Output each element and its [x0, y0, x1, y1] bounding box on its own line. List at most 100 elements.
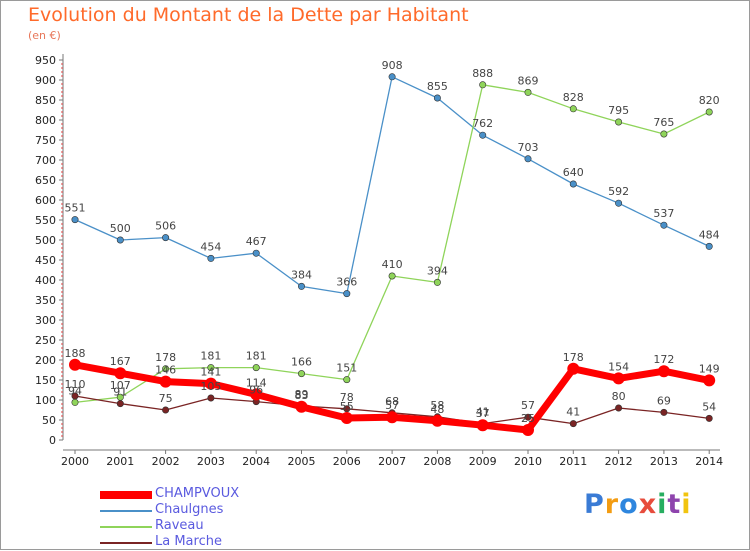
x-tick-label: 2010 — [514, 455, 542, 468]
y-tick-label: 750 — [35, 134, 56, 147]
data-point-champvoux — [204, 377, 217, 390]
data-label-chaulgnes: 537 — [653, 207, 674, 220]
x-tick-label: 2014 — [695, 455, 723, 468]
data-point-raveau — [479, 81, 487, 89]
data-point-chaulgnes — [343, 290, 351, 298]
data-label-raveau: 410 — [382, 258, 403, 271]
data-label-champvoux: 149 — [699, 362, 720, 375]
data-label-la-marche: 69 — [657, 394, 671, 407]
data-point-raveau — [343, 376, 351, 384]
data-label-chaulgnes: 506 — [155, 220, 176, 233]
y-tick-label: 950 — [35, 54, 56, 67]
data-point-champvoux — [567, 362, 580, 375]
y-tick-label: 400 — [35, 274, 56, 287]
data-label-champvoux: 114 — [246, 376, 267, 389]
y-tick-label: 200 — [35, 354, 56, 367]
data-label-la-marche: 41 — [476, 406, 490, 419]
data-point-chaulgnes — [252, 249, 260, 257]
data-label-champvoux: 25 — [521, 412, 535, 425]
data-label-la-marche: 41 — [566, 406, 580, 419]
data-point-raveau — [524, 88, 532, 96]
data-label-raveau: 178 — [155, 351, 176, 364]
data-label-raveau: 151 — [336, 362, 357, 375]
data-label-raveau: 394 — [427, 264, 448, 277]
y-tick-label: 600 — [35, 194, 56, 207]
x-tick-label: 2009 — [469, 455, 497, 468]
data-label-chaulgnes: 551 — [65, 202, 86, 215]
legend-swatch — [100, 510, 152, 512]
data-point-champvoux — [250, 388, 263, 401]
data-point-chaulgnes — [162, 234, 170, 242]
axes: 0 50 100 150 200 250 300 350 400 450 500 550 600 650 7… — [35, 54, 723, 468]
data-label-raveau: 94 — [68, 384, 82, 397]
brand-letter: x — [638, 489, 658, 520]
data-label-raveau: 765 — [653, 116, 674, 129]
data-point-champvoux — [703, 374, 716, 387]
data-label-chaulgnes: 855 — [427, 80, 448, 93]
series-lines — [69, 73, 716, 436]
data-label-chaulgnes: 762 — [472, 117, 493, 130]
data-label-champvoux: 48 — [430, 403, 444, 416]
data-point-chaulgnes — [660, 221, 668, 229]
brand-letter: i — [657, 489, 668, 520]
legend-label: CHAMPVOUX — [155, 486, 240, 501]
data-label-la-marche: 78 — [340, 391, 354, 404]
data-label-chaulgnes: 500 — [110, 222, 131, 235]
brand-letter: r — [604, 489, 620, 520]
data-label-champvoux: 188 — [65, 347, 86, 360]
data-point-raveau — [207, 364, 215, 372]
data-point-la-marche — [524, 413, 532, 421]
data-label-raveau: 166 — [291, 356, 312, 369]
chart-title: Evolution du Montant de la Dette par Hab… — [28, 4, 469, 26]
y-tick-label: 450 — [35, 254, 56, 267]
data-point-raveau — [705, 108, 713, 116]
data-point-champvoux — [657, 365, 670, 378]
data-point-raveau — [71, 398, 79, 406]
data-label-la-marche: 58 — [430, 399, 444, 412]
data-label-raveau: 888 — [472, 67, 493, 80]
data-point-raveau — [297, 370, 305, 378]
data-point-chaulgnes — [388, 73, 396, 81]
data-point-champvoux — [114, 367, 127, 380]
legend-swatch — [100, 491, 152, 499]
data-label-raveau: 828 — [563, 91, 584, 104]
data-point-raveau — [388, 272, 396, 280]
data-point-raveau — [569, 105, 577, 113]
data-label-raveau: 107 — [110, 379, 131, 392]
y-tick-label: 550 — [35, 214, 56, 227]
data-label-chaulgnes: 640 — [563, 166, 584, 179]
data-point-la-marche — [207, 394, 215, 402]
data-label-champvoux: 57 — [385, 399, 399, 412]
data-label-chaulgnes: 592 — [608, 185, 629, 198]
data-label-chaulgnes: 467 — [246, 235, 267, 248]
data-point-champvoux — [69, 358, 81, 371]
y-tick-label: 850 — [35, 94, 56, 107]
data-label-raveau: 869 — [518, 74, 539, 87]
x-tick-label: 2002 — [152, 455, 180, 468]
data-label-raveau: 820 — [699, 94, 720, 107]
legend-swatch — [100, 542, 152, 544]
y-tick-label: 650 — [35, 174, 56, 187]
data-labels: 551 500 506 454 467 384 366 908 855 762 703 640 592 5… — [65, 59, 720, 425]
x-tick-label: 2011 — [559, 455, 587, 468]
legend-label: La Marche — [155, 534, 222, 549]
data-point-chaulgnes — [524, 155, 532, 163]
data-point-raveau — [252, 364, 260, 372]
data-point-la-marche — [705, 414, 713, 422]
data-point-la-marche — [162, 406, 170, 414]
y-tick-label: 250 — [35, 334, 56, 347]
y-tick-label: 350 — [35, 294, 56, 307]
data-point-la-marche — [71, 392, 79, 400]
data-label-la-marche: 110 — [65, 378, 86, 391]
data-label-champvoux: 178 — [563, 351, 584, 364]
data-label-champvoux: 55 — [340, 400, 354, 413]
data-point-champvoux — [295, 400, 308, 413]
data-label-raveau: 181 — [246, 350, 267, 363]
data-label-la-marche: 96 — [249, 384, 263, 397]
x-tick-label: 2001 — [106, 455, 134, 468]
data-label-champvoux: 172 — [653, 353, 674, 366]
data-point-raveau — [660, 130, 668, 138]
data-label-champvoux: 141 — [200, 366, 221, 379]
data-label-chaulgnes: 366 — [336, 276, 357, 289]
